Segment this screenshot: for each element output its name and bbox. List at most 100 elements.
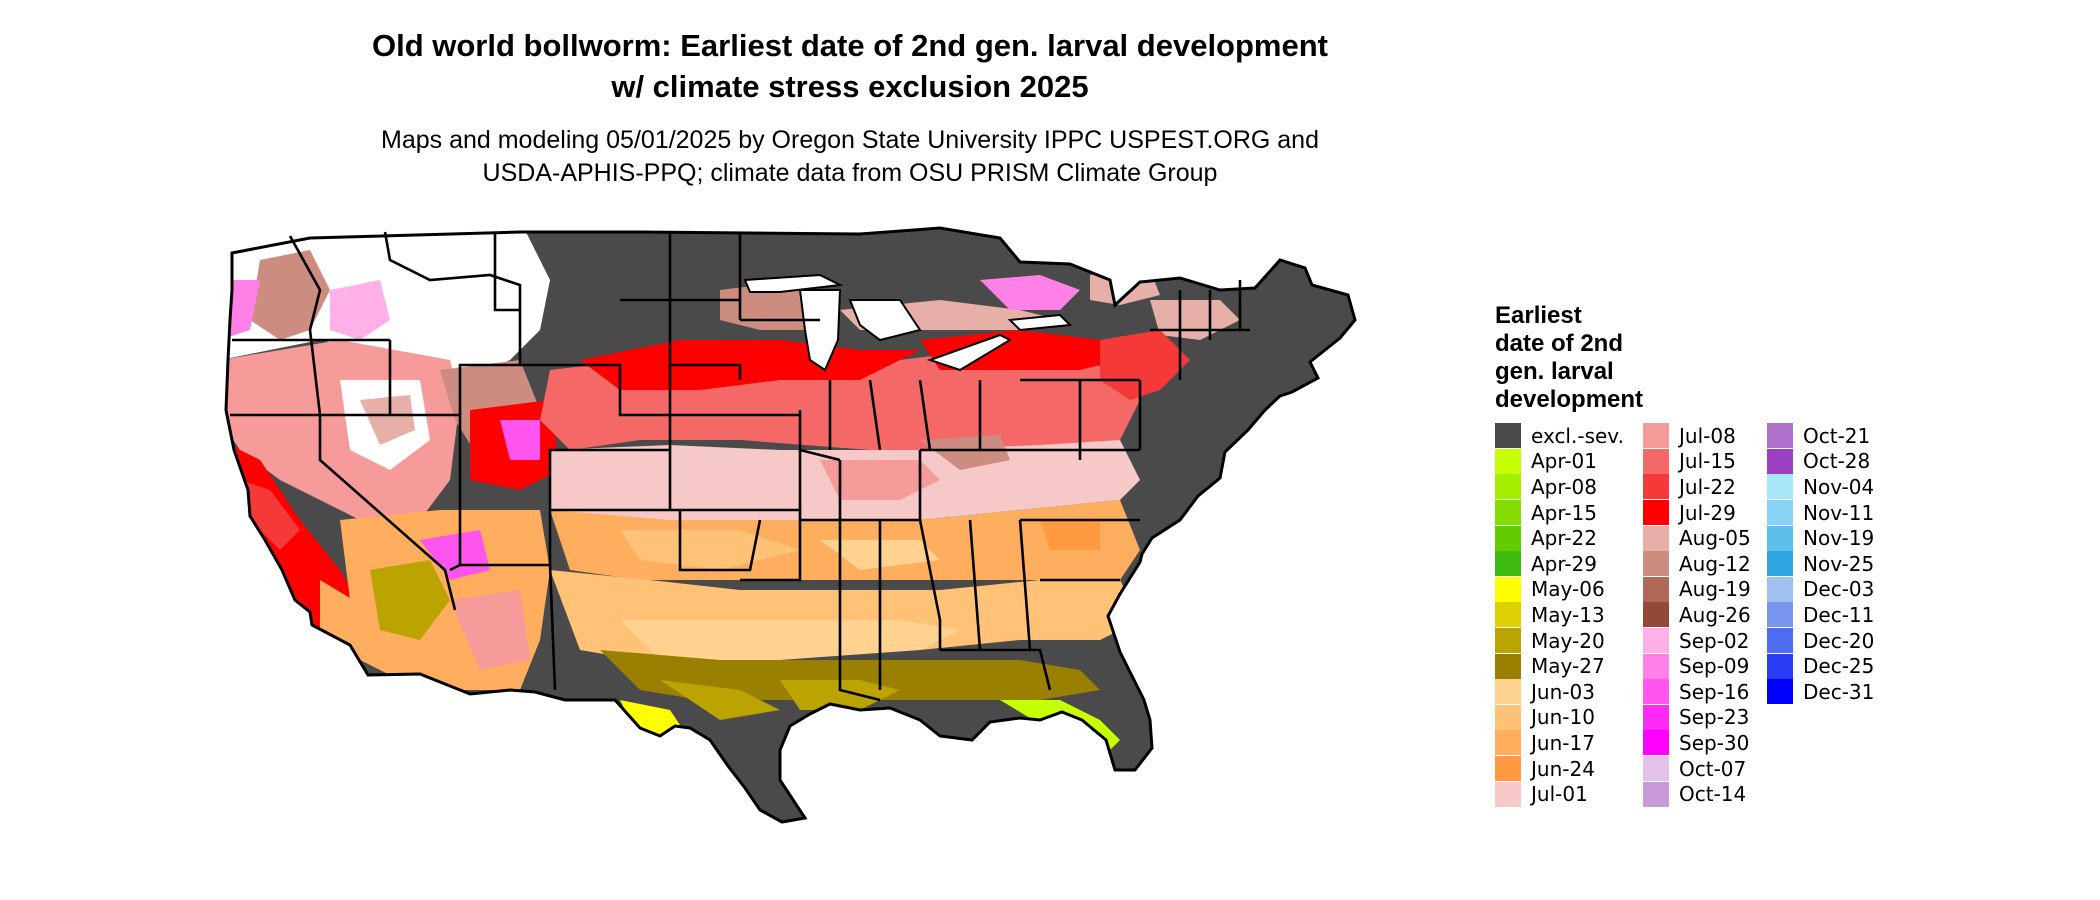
legend-item: Dec-03: [1767, 576, 1874, 603]
great-lakes: [743, 273, 1073, 372]
legend-swatch: [1643, 576, 1669, 602]
legend-column-2: Jul-08 Jul-15 Jul-22 Jul-29 Aug-05 Aug-12 Aug-…: [1643, 423, 1751, 807]
legend-swatch: [1495, 423, 1521, 449]
legend-item: May-13: [1495, 602, 1624, 628]
legend-swatch: [1495, 781, 1521, 807]
legend-item: Sep-16: [1643, 679, 1751, 705]
legend-swatch: [1643, 704, 1669, 730]
legend-label: Aug-05: [1679, 526, 1751, 551]
legend-item: Jul-22: [1643, 474, 1751, 500]
legend-label: Apr-01: [1531, 449, 1597, 474]
us-outline: [224, 226, 1357, 824]
legend-item: Dec-31: [1767, 679, 1874, 705]
legend-label: Oct-14: [1679, 782, 1747, 807]
legend-label: Jun-10: [1531, 705, 1595, 730]
legend-label: May-13: [1531, 602, 1605, 627]
legend-swatch: [1767, 551, 1793, 577]
legend-swatch: [1643, 756, 1669, 782]
legend-label: excl.-sev.: [1531, 423, 1624, 448]
legend-swatch: [1767, 653, 1793, 679]
legend-swatch: [1643, 525, 1669, 551]
legend-label: Jul-08: [1679, 423, 1736, 448]
legend-item: Sep-09: [1643, 653, 1751, 679]
legend-swatch: [1643, 602, 1669, 628]
legend-swatch: [1643, 423, 1669, 449]
legend-swatch: [1767, 679, 1793, 705]
legend-label: Nov-19: [1803, 526, 1875, 551]
legend-item: Apr-08: [1495, 474, 1624, 500]
legend-item: Jul-15: [1643, 448, 1751, 475]
legend-swatch: [1495, 730, 1521, 756]
legend-item: Jun-10: [1495, 704, 1624, 731]
legend-item: Nov-11: [1767, 500, 1874, 526]
legend-swatch: [1495, 576, 1521, 602]
legend-item: May-20: [1495, 628, 1624, 654]
legend-swatch: [1767, 602, 1793, 628]
legend-item: Jul-01: [1495, 781, 1624, 807]
legend-item: Aug-05: [1643, 525, 1751, 551]
legend-swatch: [1495, 704, 1521, 730]
legend-swatch: [1495, 653, 1521, 679]
legend-item: Jun-24: [1495, 756, 1624, 782]
legend-swatch: [1495, 679, 1521, 705]
legend-label: Dec-11: [1803, 602, 1875, 627]
legend-item: Sep-02: [1643, 628, 1751, 654]
legend-label: Dec-31: [1803, 679, 1875, 704]
legend-label: Nov-11: [1803, 500, 1875, 525]
legend-label: Oct-28: [1803, 449, 1871, 474]
legend-label: Apr-29: [1531, 551, 1597, 576]
legend-label: Sep-16: [1679, 679, 1750, 704]
legend-swatch: [1767, 474, 1793, 500]
legend-label: Jun-24: [1531, 756, 1595, 781]
legend-label: Aug-19: [1679, 577, 1751, 602]
legend-item: Oct-28: [1767, 448, 1874, 475]
legend-label: Dec-20: [1803, 628, 1875, 653]
legend-swatch: [1643, 679, 1669, 705]
legend-item: Nov-19: [1767, 525, 1874, 551]
legend-item: Nov-04: [1767, 474, 1874, 500]
legend-item: Oct-21: [1767, 423, 1874, 449]
legend-item: Dec-20: [1767, 628, 1874, 654]
legend-item: Apr-22: [1495, 525, 1624, 551]
legend-item: Jul-08: [1643, 423, 1751, 449]
legend-swatch: [1767, 448, 1793, 474]
legend-swatch: [1643, 781, 1669, 807]
legend-column-3: Oct-21 Oct-28 Nov-04 Nov-11 Nov-19 Nov-25 Dec-…: [1767, 423, 1874, 705]
legend-item: May-27: [1495, 653, 1624, 679]
legend-swatch: [1495, 448, 1521, 474]
legend-label: Apr-22: [1531, 526, 1597, 551]
legend-title-line: date of 2nd: [1495, 330, 1624, 357]
legend-title: Earliest date of 2nd gen. larval develop…: [1495, 302, 1675, 414]
legend-swatch: [1495, 628, 1521, 654]
legend-swatch: [1767, 423, 1793, 449]
legend-item: Dec-11: [1767, 602, 1874, 628]
state-borders: [230, 231, 1250, 702]
legend-column-1: excl.-sev. Apr-01 Apr-08 Apr-15 Apr-22 Apr-29…: [1495, 423, 1624, 807]
legend-item: Oct-14: [1643, 781, 1751, 807]
legend-swatch: [1643, 730, 1669, 756]
legend-label: Jul-15: [1679, 449, 1736, 474]
map-subtitle-line-2: USDA-APHIS-PPQ; climate data from OSU PR…: [482, 159, 1218, 187]
legend-item: Nov-25: [1767, 551, 1874, 577]
legend-item: Sep-23: [1643, 704, 1751, 731]
legend-item: excl.-sev.: [1495, 423, 1624, 449]
legend-label: Jun-03: [1531, 679, 1595, 704]
legend-title-line: Earliest: [1495, 302, 1582, 329]
legend-label: May-06: [1531, 577, 1605, 602]
legend-swatch: [1643, 628, 1669, 654]
legend-label: May-27: [1531, 654, 1605, 679]
legend-item: Aug-26: [1643, 602, 1751, 628]
legend-item: Apr-29: [1495, 551, 1624, 577]
legend-swatch: [1643, 448, 1669, 474]
legend-label: Nov-25: [1803, 551, 1875, 576]
legend-swatch: [1495, 551, 1521, 577]
legend-item: Jun-17: [1495, 730, 1624, 756]
legend-label: Sep-30: [1679, 730, 1750, 755]
map-title-line-1: Old world bollworm: Earliest date of 2nd…: [371, 28, 1328, 63]
legend-label: Sep-23: [1679, 705, 1750, 730]
legend-swatch: [1495, 756, 1521, 782]
legend-swatch: [1495, 602, 1521, 628]
legend-item: Jul-29: [1643, 500, 1751, 526]
legend-title-line: gen. larval: [1495, 358, 1614, 385]
legend-label: Jun-17: [1531, 730, 1595, 755]
